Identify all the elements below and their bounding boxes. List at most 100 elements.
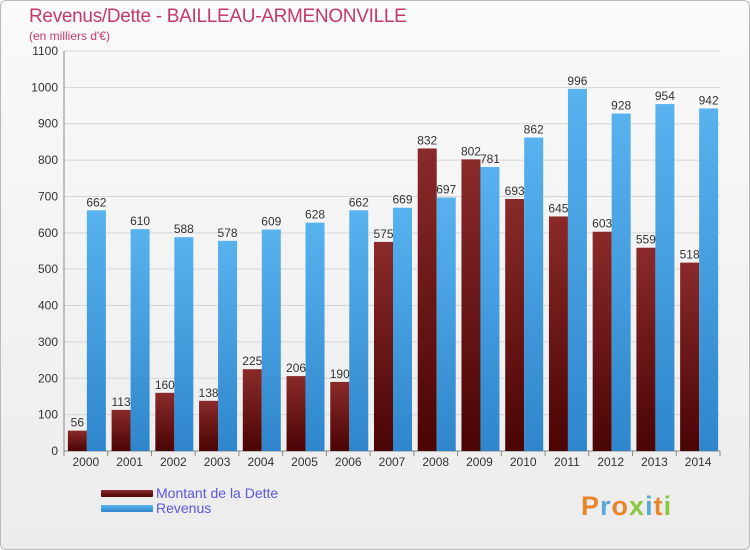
data-label-dette: 575 bbox=[373, 227, 393, 241]
data-label-revenus: 662 bbox=[349, 195, 369, 209]
bar-dette bbox=[548, 216, 568, 451]
bar-dette bbox=[242, 369, 262, 451]
y-tick-label: 700 bbox=[38, 189, 58, 203]
x-tick-label: 2001 bbox=[116, 455, 143, 469]
x-tick-label: 2004 bbox=[247, 455, 274, 469]
data-label-dette: 832 bbox=[417, 133, 437, 147]
bar-dette bbox=[199, 400, 219, 451]
data-label-revenus: 781 bbox=[480, 152, 500, 166]
data-label-dette: 190 bbox=[330, 367, 350, 381]
logo-letter: i bbox=[663, 491, 673, 521]
logo-letter: x bbox=[629, 491, 646, 521]
bar-revenus bbox=[436, 197, 456, 451]
y-tick-label: 900 bbox=[38, 117, 58, 131]
data-label-revenus: 609 bbox=[261, 215, 281, 229]
logo-letter: o bbox=[611, 491, 630, 521]
data-label-revenus: 610 bbox=[130, 214, 150, 228]
data-label-dette: 559 bbox=[636, 233, 656, 247]
x-tick-label: 2011 bbox=[554, 455, 580, 469]
y-tick-label: 200 bbox=[38, 371, 58, 385]
bar-dette bbox=[461, 159, 481, 451]
x-tick-label: 2003 bbox=[204, 455, 231, 469]
data-label-revenus: 942 bbox=[699, 93, 719, 107]
bar-dette bbox=[286, 376, 306, 451]
x-tick-label: 2012 bbox=[597, 455, 624, 469]
bar-dette bbox=[374, 241, 393, 451]
bar-dette bbox=[155, 392, 175, 451]
bar-revenus bbox=[305, 222, 325, 451]
data-label-revenus: 669 bbox=[392, 193, 412, 207]
data-label-revenus: 662 bbox=[86, 195, 106, 209]
legend-swatch-revenus bbox=[101, 505, 153, 512]
logo-letter: P bbox=[581, 491, 601, 521]
proxiti-logo: Proxiti bbox=[581, 491, 672, 522]
legend-label-revenus: Revenus bbox=[156, 500, 212, 516]
x-tick-label: 2007 bbox=[379, 455, 406, 469]
data-label-dette: 518 bbox=[680, 248, 700, 262]
bar-revenus bbox=[218, 240, 238, 451]
x-tick-label: 2000 bbox=[73, 455, 100, 469]
data-label-dette: 56 bbox=[71, 416, 85, 430]
legend-label-dette: Montant de la Dette bbox=[156, 485, 279, 501]
y-tick-label: 300 bbox=[38, 335, 58, 349]
x-tick-label: 2008 bbox=[422, 455, 449, 469]
y-tick-label: 0 bbox=[51, 444, 58, 458]
legend-swatch-dette bbox=[101, 490, 153, 497]
data-label-dette: 206 bbox=[286, 361, 306, 375]
bar-revenus bbox=[261, 229, 281, 451]
bar-revenus bbox=[86, 210, 106, 451]
data-label-dette: 113 bbox=[112, 395, 131, 409]
data-label-dette: 645 bbox=[548, 201, 568, 215]
bar-dette bbox=[67, 430, 87, 451]
bar-dette bbox=[330, 381, 350, 451]
bar-revenus bbox=[480, 167, 500, 451]
x-tick-label: 2005 bbox=[291, 455, 318, 469]
y-tick-label: 100 bbox=[38, 408, 58, 422]
bar-dette bbox=[505, 199, 525, 451]
x-tick-label: 2010 bbox=[510, 455, 537, 469]
y-tick-label: 500 bbox=[38, 262, 58, 276]
data-label-revenus: 928 bbox=[611, 99, 631, 113]
x-tick-label: 2009 bbox=[466, 455, 493, 469]
data-label-revenus: 996 bbox=[567, 74, 587, 88]
data-label-dette: 802 bbox=[461, 144, 481, 158]
bar-revenus bbox=[349, 210, 369, 451]
data-label-dette: 693 bbox=[505, 184, 525, 198]
bar-revenus bbox=[699, 108, 719, 452]
x-tick-label: 2006 bbox=[335, 455, 362, 469]
data-label-revenus: 862 bbox=[524, 123, 544, 137]
logo-letter: r bbox=[600, 491, 612, 521]
bar-revenus bbox=[174, 237, 194, 451]
bar-revenus bbox=[567, 88, 587, 452]
y-tick-label: 800 bbox=[38, 153, 58, 167]
data-label-revenus: 697 bbox=[436, 183, 456, 197]
logo-letter: i bbox=[645, 491, 654, 521]
logo-letter: t bbox=[653, 491, 664, 521]
bar-revenus bbox=[524, 137, 544, 451]
y-tick-label: 400 bbox=[38, 299, 58, 313]
bar-dette bbox=[417, 148, 437, 452]
bar-dette bbox=[111, 409, 131, 451]
x-tick-label: 2013 bbox=[641, 455, 668, 469]
bar-dette bbox=[636, 247, 656, 451]
y-tick-label: 600 bbox=[38, 226, 58, 240]
bar-dette bbox=[680, 262, 700, 451]
data-label-dette: 225 bbox=[242, 354, 262, 368]
bar-revenus bbox=[655, 104, 675, 451]
data-label-revenus: 628 bbox=[305, 208, 325, 222]
x-tick-label: 2014 bbox=[685, 455, 712, 469]
y-tick-label: 1000 bbox=[31, 80, 58, 94]
x-tick-label: 2002 bbox=[160, 455, 187, 469]
data-label-revenus: 954 bbox=[655, 89, 675, 103]
bar-revenus bbox=[393, 207, 412, 451]
data-label-dette: 603 bbox=[592, 217, 612, 231]
data-label-dette: 138 bbox=[199, 386, 219, 400]
bar-dette bbox=[592, 231, 612, 451]
chart-title: Revenus/Dette - BAILLEAU-ARMENONVILLE bbox=[29, 6, 407, 27]
chart-subtitle: (en milliers d'€) bbox=[29, 29, 110, 43]
bar-revenus bbox=[130, 229, 150, 451]
data-label-revenus: 588 bbox=[174, 222, 194, 236]
y-tick-label: 1100 bbox=[32, 44, 58, 58]
